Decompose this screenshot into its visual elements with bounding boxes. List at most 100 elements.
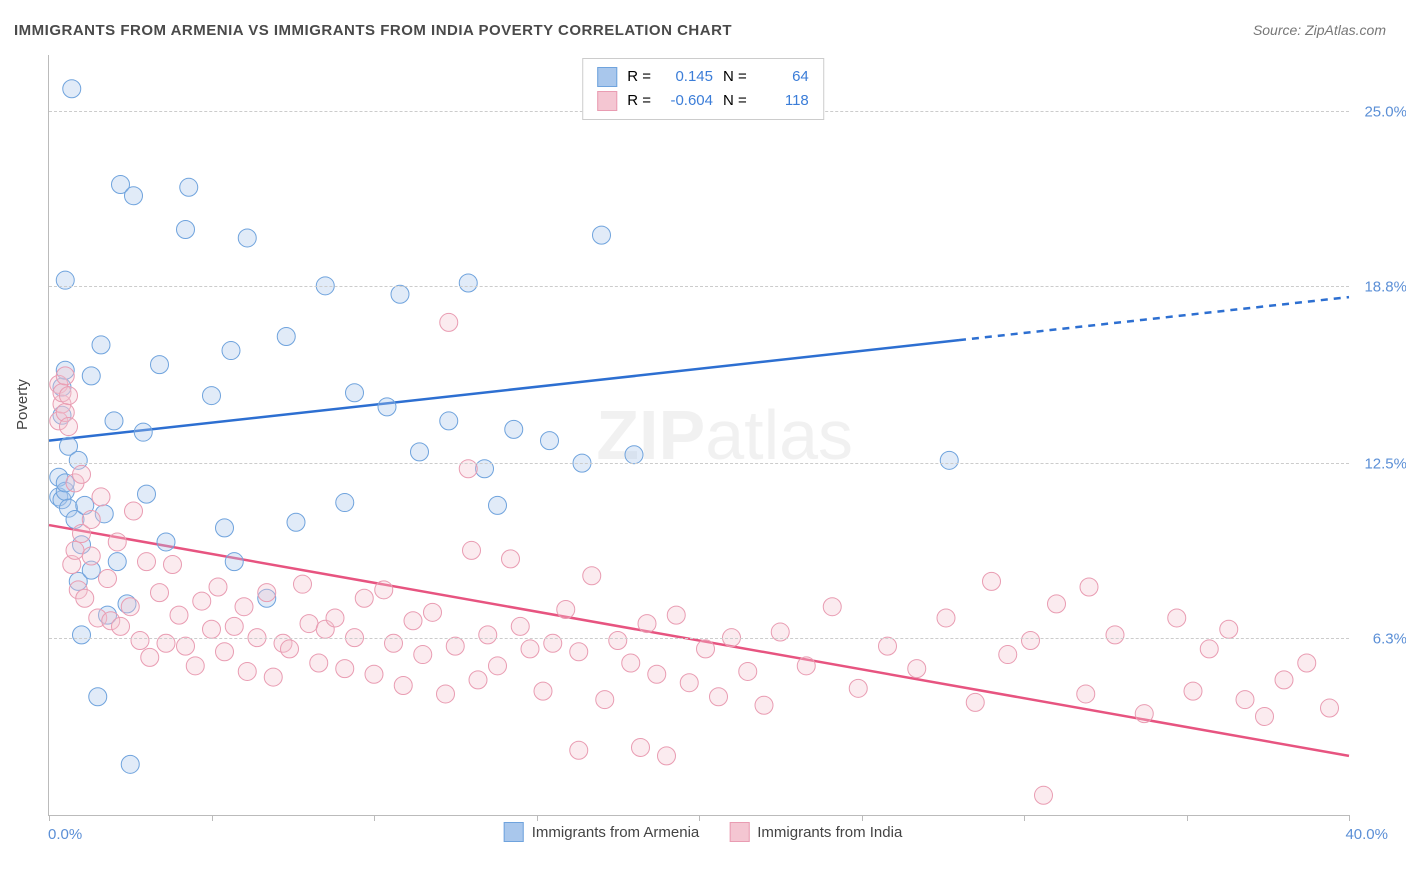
data-point bbox=[99, 570, 117, 588]
data-point bbox=[294, 575, 312, 593]
data-point bbox=[658, 747, 676, 765]
gridline: 12.5% bbox=[49, 463, 1349, 464]
data-point bbox=[648, 665, 666, 683]
r-value: 0.145 bbox=[661, 65, 713, 89]
x-axis-min-label: 0.0% bbox=[48, 826, 82, 843]
data-point bbox=[570, 643, 588, 661]
data-point bbox=[459, 274, 477, 292]
data-point bbox=[209, 578, 227, 596]
data-point bbox=[121, 755, 139, 773]
data-point bbox=[346, 384, 364, 402]
data-point bbox=[203, 387, 221, 405]
y-tick-label: 12.5% bbox=[1364, 456, 1406, 473]
gridline: 18.8% bbox=[49, 286, 1349, 287]
data-point bbox=[1275, 671, 1293, 689]
data-point bbox=[1135, 705, 1153, 723]
data-point bbox=[1236, 691, 1254, 709]
x-tick bbox=[374, 815, 375, 821]
data-point bbox=[1220, 620, 1238, 638]
data-point bbox=[797, 657, 815, 675]
data-point bbox=[108, 533, 126, 551]
data-point bbox=[391, 285, 409, 303]
data-point bbox=[138, 553, 156, 571]
data-point bbox=[151, 356, 169, 374]
data-point bbox=[264, 668, 282, 686]
data-point bbox=[1080, 578, 1098, 596]
data-point bbox=[186, 657, 204, 675]
data-point bbox=[710, 688, 728, 706]
data-point bbox=[849, 679, 867, 697]
data-point bbox=[469, 671, 487, 689]
data-point bbox=[365, 665, 383, 683]
data-point bbox=[131, 631, 149, 649]
data-point bbox=[521, 640, 539, 658]
data-point bbox=[177, 637, 195, 655]
data-point bbox=[680, 674, 698, 692]
source-label: Source: ZipAtlas.com bbox=[1253, 22, 1386, 38]
data-point bbox=[667, 606, 685, 624]
n-prefix: N = bbox=[723, 65, 747, 89]
n-value: 118 bbox=[757, 89, 809, 113]
legend-stat-row: R =-0.604N =118 bbox=[597, 89, 809, 113]
data-point bbox=[92, 488, 110, 506]
y-tick-label: 18.8% bbox=[1364, 278, 1406, 295]
data-point bbox=[622, 654, 640, 672]
n-prefix: N = bbox=[723, 89, 747, 113]
r-prefix: R = bbox=[627, 65, 651, 89]
data-point bbox=[138, 485, 156, 503]
data-point bbox=[1022, 631, 1040, 649]
data-point bbox=[76, 589, 94, 607]
data-point bbox=[355, 589, 373, 607]
data-point bbox=[63, 80, 81, 98]
data-point bbox=[534, 682, 552, 700]
data-point bbox=[225, 617, 243, 635]
x-tick bbox=[862, 815, 863, 821]
data-point bbox=[125, 502, 143, 520]
data-point bbox=[632, 738, 650, 756]
data-point bbox=[505, 420, 523, 438]
data-point bbox=[235, 598, 253, 616]
data-point bbox=[66, 541, 84, 559]
data-point bbox=[404, 612, 422, 630]
legend-series-label: Immigrants from Armenia bbox=[532, 824, 700, 841]
data-point bbox=[170, 606, 188, 624]
data-point bbox=[966, 693, 984, 711]
data-point bbox=[203, 620, 221, 638]
data-point bbox=[112, 617, 130, 635]
data-point bbox=[638, 615, 656, 633]
data-point bbox=[755, 696, 773, 714]
data-point bbox=[411, 443, 429, 461]
data-point bbox=[336, 494, 354, 512]
data-point bbox=[56, 367, 74, 385]
data-point bbox=[177, 221, 195, 239]
legend-swatch bbox=[597, 67, 617, 87]
data-point bbox=[414, 646, 432, 664]
data-point bbox=[940, 451, 958, 469]
data-point bbox=[1321, 699, 1339, 717]
gridline: 6.3% bbox=[49, 638, 1349, 639]
data-point bbox=[60, 418, 78, 436]
data-point bbox=[489, 657, 507, 675]
data-point bbox=[258, 584, 276, 602]
data-point bbox=[1077, 685, 1095, 703]
y-tick-label: 6.3% bbox=[1373, 630, 1406, 647]
data-point bbox=[1184, 682, 1202, 700]
data-point bbox=[879, 637, 897, 655]
data-point bbox=[596, 691, 614, 709]
data-point bbox=[222, 342, 240, 360]
data-point bbox=[697, 640, 715, 658]
data-point bbox=[310, 654, 328, 672]
data-point bbox=[570, 741, 588, 759]
data-point bbox=[739, 662, 757, 680]
x-tick bbox=[49, 815, 50, 821]
data-point bbox=[151, 584, 169, 602]
n-value: 64 bbox=[757, 65, 809, 89]
data-point bbox=[1256, 707, 1274, 725]
data-point bbox=[180, 178, 198, 196]
scatter-points bbox=[49, 55, 1349, 815]
x-tick bbox=[212, 815, 213, 821]
x-tick bbox=[1024, 815, 1025, 821]
data-point bbox=[157, 533, 175, 551]
data-point bbox=[583, 567, 601, 585]
legend-series-item: Immigrants from India bbox=[729, 822, 902, 842]
